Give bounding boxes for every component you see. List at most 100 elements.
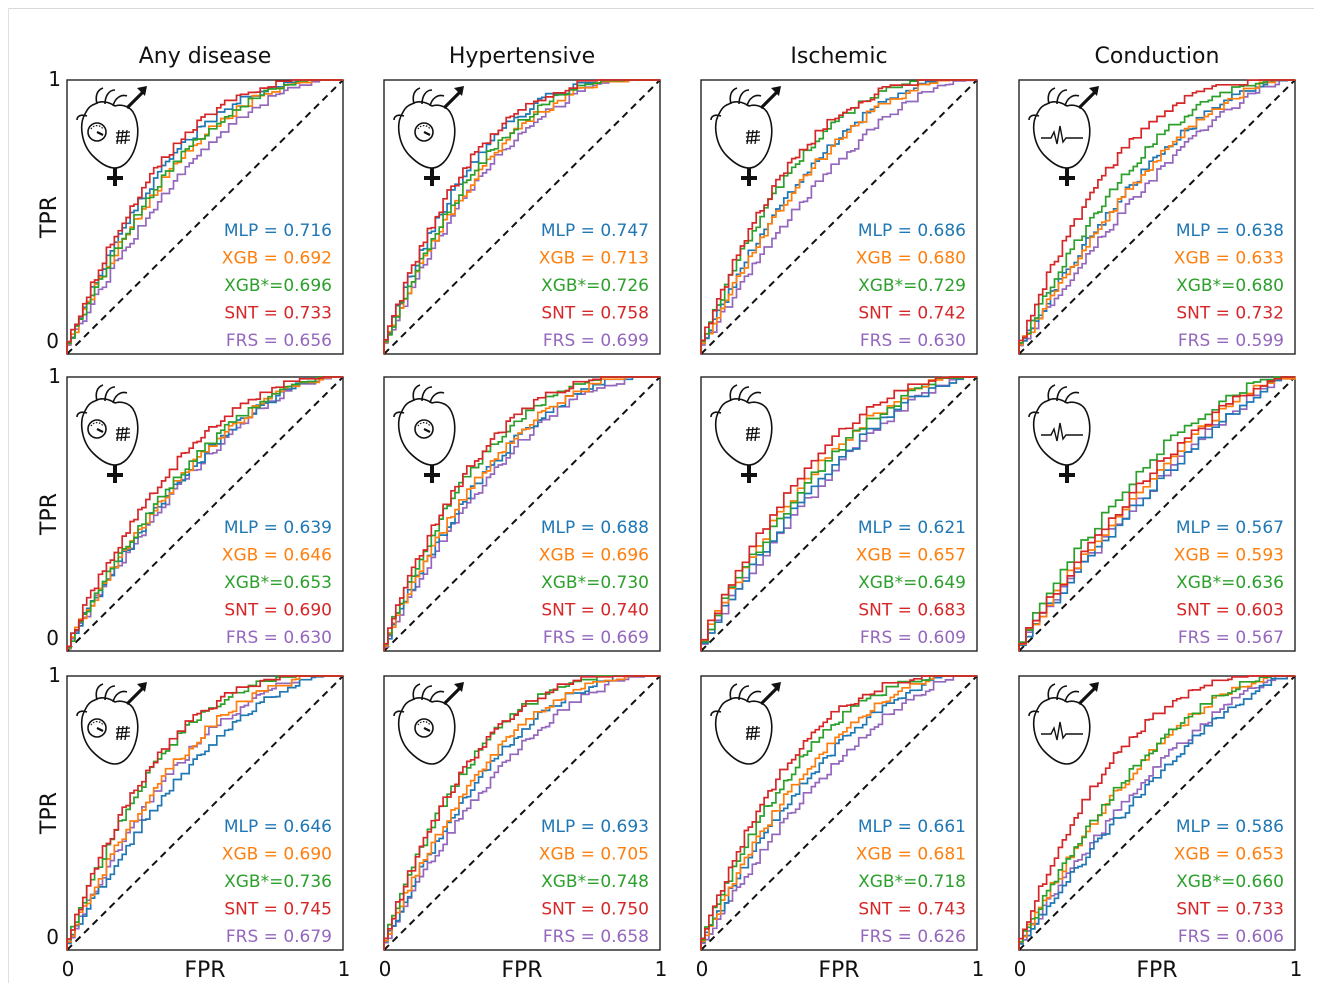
auc-label-xgb: XGB = 0.692 bbox=[222, 249, 332, 269]
chance-diagonal-line bbox=[1018, 79, 1296, 355]
top-border-line bbox=[8, 8, 1314, 9]
gauge-needle bbox=[96, 727, 104, 732]
gauge-ticks bbox=[417, 721, 431, 726]
roc-panel-r1-hypertensive: MLP = 0.747 XGB = 0.713 XGB*=0.726 SNT = 0.… bbox=[383, 79, 661, 355]
x-axis-label: FPR bbox=[1136, 958, 1177, 983]
x-tick-label-0: 0 bbox=[62, 957, 75, 981]
x-tick-label-1: 1 bbox=[655, 957, 668, 981]
heart-ecg-icon bbox=[1028, 682, 1099, 765]
auc-label-mlp: MLP = 0.639 bbox=[224, 518, 332, 538]
roc-curve-xgb-star bbox=[66, 79, 343, 354]
auc-label-xgb-star: XGB*=0.660 bbox=[1176, 872, 1284, 892]
auc-label-snt: SNT = 0.743 bbox=[858, 900, 966, 920]
roc-curve-xgb bbox=[383, 376, 660, 651]
y-tick-label-0: 0 bbox=[46, 925, 59, 949]
auc-label-frs: FRS = 0.630 bbox=[226, 628, 332, 648]
auc-label-snt: SNT = 0.733 bbox=[224, 304, 332, 324]
roc-curve-snt bbox=[700, 79, 977, 354]
column-title-ischemic: Ischemic bbox=[790, 44, 887, 69]
auc-label-xgb: XGB = 0.690 bbox=[222, 845, 332, 865]
roc-curve-mlp bbox=[700, 376, 977, 651]
roc-curve-frs bbox=[66, 675, 343, 950]
roc-curve-snt bbox=[1018, 79, 1295, 354]
infarct-hatch-line bbox=[124, 129, 128, 145]
roc-curve-xgb bbox=[1018, 79, 1295, 354]
auc-label-xgb-star: XGB*=0.748 bbox=[541, 872, 649, 892]
male-arrow-head bbox=[137, 86, 147, 96]
auc-label-mlp: MLP = 0.586 bbox=[1176, 817, 1284, 837]
heart-ecg-icon bbox=[1028, 86, 1099, 186]
auc-label-frs: FRS = 0.658 bbox=[543, 927, 649, 947]
roc-curve-xgb-star bbox=[383, 79, 660, 354]
heart-bp-gauge-infarct-icon bbox=[76, 384, 139, 483]
chance-diagonal-line bbox=[383, 376, 661, 652]
auc-label-frs: FRS = 0.679 bbox=[226, 927, 332, 947]
roc-panel-r2-ischemic: MLP = 0.621 XGB = 0.657 XGB*=0.649 SNT = 0.… bbox=[700, 376, 978, 652]
gauge-needle bbox=[423, 131, 431, 136]
column-title-any-disease: Any disease bbox=[139, 44, 272, 69]
auc-label-frs: FRS = 0.599 bbox=[1178, 331, 1284, 351]
chance-diagonal-line bbox=[383, 675, 661, 951]
male-arrow-head bbox=[1089, 682, 1099, 692]
infarct-hatch-line bbox=[745, 432, 761, 435]
roc-panel-r1-any-disease: MLP = 0.716 XGB = 0.692 XGB*=0.696 SNT = 0.… bbox=[66, 79, 344, 355]
auc-label-snt: SNT = 0.740 bbox=[541, 601, 649, 621]
roc-curve-snt bbox=[66, 376, 343, 651]
x-tick-label-0: 0 bbox=[379, 957, 392, 981]
auc-label-snt: SNT = 0.732 bbox=[1176, 304, 1284, 324]
auc-label-xgb-star: XGB*=0.718 bbox=[858, 872, 966, 892]
roc-curve-frs bbox=[1018, 79, 1295, 354]
heart-vessels bbox=[393, 683, 445, 717]
auc-label-xgb-star: XGB*=0.636 bbox=[1176, 573, 1284, 593]
roc-curve-frs bbox=[383, 376, 660, 651]
heart-infarct-icon bbox=[710, 86, 781, 186]
infarct-hatch-line bbox=[115, 432, 131, 435]
y-tick-label-1: 1 bbox=[48, 663, 61, 687]
roc-curve-snt bbox=[66, 79, 343, 354]
heart-vessels bbox=[76, 87, 128, 121]
auc-label-snt: SNT = 0.758 bbox=[541, 304, 649, 324]
auc-label-frs: FRS = 0.567 bbox=[1178, 628, 1284, 648]
infarct-hatch-line bbox=[745, 731, 761, 734]
x-tick-label-1: 1 bbox=[338, 957, 351, 981]
infarct-hatch-line bbox=[745, 436, 761, 439]
heart-vessels bbox=[710, 87, 762, 121]
x-axis-label: FPR bbox=[184, 958, 225, 983]
gauge-ticks bbox=[90, 721, 104, 726]
auc-label-xgb: XGB = 0.593 bbox=[1174, 546, 1284, 566]
gauge-ticks bbox=[417, 125, 431, 130]
chance-diagonal-line bbox=[66, 675, 344, 951]
auc-label-snt: SNT = 0.742 bbox=[858, 304, 966, 324]
roc-panel-r1-conduction: MLP = 0.638 XGB = 0.633 XGB*=0.680 SNT = 0.… bbox=[1018, 79, 1296, 355]
infarct-hatch-line bbox=[754, 426, 758, 442]
roc-panel-r2-any-disease: MLP = 0.639 XGB = 0.646 XGB*=0.653 SNT = 0.… bbox=[66, 376, 344, 652]
heart-vessels bbox=[76, 683, 128, 717]
roc-curve-xgb bbox=[700, 79, 977, 354]
auc-label-frs: FRS = 0.630 bbox=[860, 331, 966, 351]
column-title-conduction: Conduction bbox=[1095, 44, 1220, 69]
auc-label-xgb: XGB = 0.713 bbox=[539, 249, 649, 269]
roc-curve-frs bbox=[66, 79, 343, 354]
roc-curve-xgb-star bbox=[66, 675, 343, 950]
auc-label-mlp: MLP = 0.686 bbox=[858, 221, 966, 241]
infarct-hatch-line bbox=[115, 735, 131, 738]
roc-curve-xgb-star bbox=[1018, 79, 1295, 354]
male-arrow-head bbox=[454, 682, 464, 692]
roc-curve-xgb-star bbox=[700, 376, 978, 651]
male-arrow-head bbox=[1089, 86, 1099, 96]
heart-bp-gauge-icon bbox=[393, 682, 464, 765]
auc-label-xgb-star: XGB*=0.729 bbox=[858, 276, 966, 296]
roc-curve-xgb-star bbox=[1018, 675, 1295, 950]
auc-label-snt: SNT = 0.733 bbox=[1176, 900, 1284, 920]
roc-curve-xgb bbox=[383, 79, 660, 354]
roc-panel-r2-conduction: MLP = 0.567 XGB = 0.593 XGB*=0.636 SNT = 0.… bbox=[1018, 376, 1296, 652]
roc-curve-frs bbox=[700, 675, 977, 950]
male-arrow-head bbox=[771, 86, 781, 96]
gauge-ticks bbox=[417, 422, 431, 427]
gauge-ticks bbox=[90, 422, 104, 427]
heart-bp-gauge-infarct-icon bbox=[76, 86, 147, 186]
auc-label-mlp: MLP = 0.621 bbox=[858, 518, 966, 538]
heart-vessels bbox=[710, 683, 762, 717]
